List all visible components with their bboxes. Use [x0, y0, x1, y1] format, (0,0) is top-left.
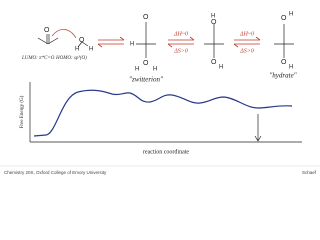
- atom: O: [79, 37, 85, 44]
- equilibrium-arrow: [167, 36, 195, 48]
- atom: O: [281, 59, 287, 66]
- molecule-intermediate: [204, 24, 224, 58]
- equilibrium-arrow: [97, 36, 125, 48]
- atom: H: [211, 14, 215, 20]
- footer-course: Chemistry 20S, Oxford College of Emory U…: [4, 170, 107, 175]
- atom: O: [281, 15, 287, 22]
- atom: H: [219, 65, 223, 71]
- slide: O H H O LUMO: π*C=O HOMO: sp³(O) O H O H…: [0, 0, 320, 180]
- equilibrium-arrow: [233, 36, 261, 48]
- atom: O: [143, 14, 149, 21]
- atom: O: [211, 19, 217, 26]
- atom: H: [89, 47, 93, 53]
- y-axis-label: Free Energy (G): [20, 95, 25, 128]
- atom: O: [143, 60, 149, 67]
- footer-author: Schaef: [302, 170, 317, 175]
- atom: H: [289, 65, 293, 71]
- atom: O: [44, 27, 50, 34]
- condition: ΔH~0: [173, 31, 188, 37]
- atom: O: [211, 59, 217, 66]
- atom: H: [289, 12, 293, 18]
- species-name: "hydrate": [269, 72, 296, 80]
- molecule-zwitterion: [136, 22, 156, 58]
- atom: H: [130, 42, 134, 48]
- orbital-note: LUMO: π*C=O: [21, 56, 55, 61]
- down-arrow-head: [254, 135, 262, 142]
- molecule-carbonyl-water: [37, 29, 89, 48]
- orbital-note: HOMO: sp³(O): [55, 55, 87, 61]
- atom: H: [153, 67, 157, 73]
- background: [0, 0, 320, 180]
- molecule-hydrate: [274, 24, 294, 58]
- atom: H: [135, 67, 139, 73]
- x-axis-label: reaction coordinate: [143, 149, 189, 155]
- condition: ΔS>0: [239, 48, 254, 54]
- species-name: "zwitterion": [129, 76, 163, 84]
- condition: ΔH~0: [239, 31, 254, 37]
- energy-curve: [33, 89, 293, 137]
- atom: H: [75, 47, 79, 53]
- condition: ΔS>0: [173, 48, 188, 54]
